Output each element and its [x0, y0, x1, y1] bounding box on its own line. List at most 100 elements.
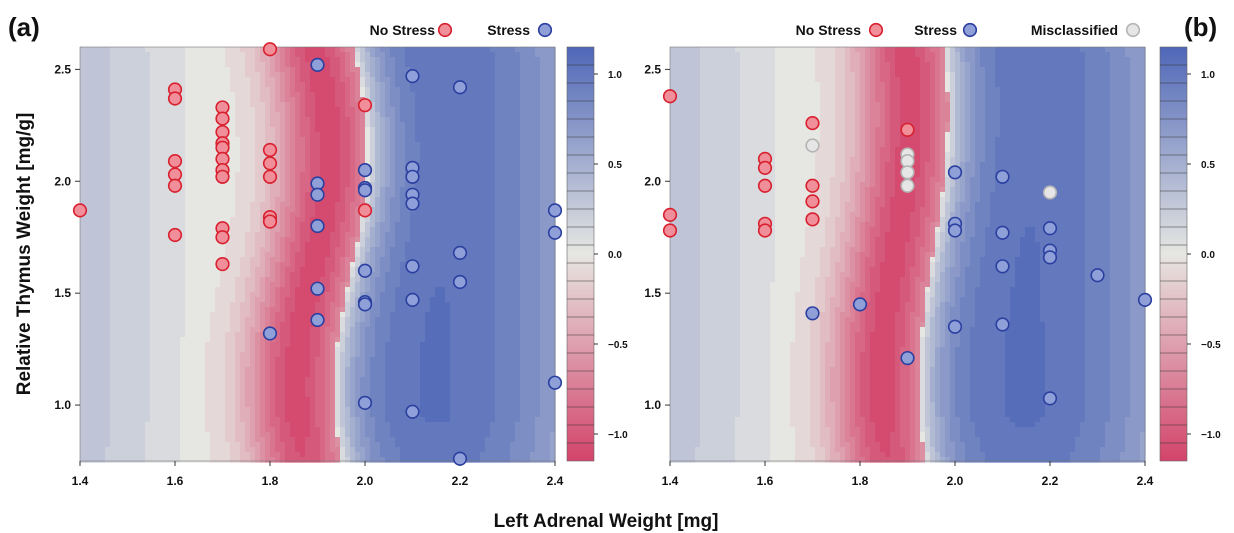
colorbar-tick-label: −1.0 [1201, 430, 1221, 441]
y-tick-label: 1.5 [644, 286, 661, 300]
data-point [1042, 250, 1058, 265]
data-point [947, 319, 963, 334]
contour-background [80, 47, 556, 463]
x-tick-label: 2.4 [547, 474, 564, 488]
y-tick-label: 1.0 [54, 398, 71, 412]
data-point [357, 162, 373, 178]
data-point [357, 263, 373, 278]
data-point [995, 259, 1010, 274]
x-tick-label: 1.4 [72, 474, 89, 488]
data-point [357, 183, 373, 198]
data-point [1042, 221, 1058, 236]
data-point [262, 142, 278, 158]
series-misclassified [805, 138, 1058, 200]
data-point [757, 160, 773, 175]
data-point [1090, 268, 1105, 283]
y-tick-label: 2.5 [644, 62, 661, 76]
x-tick-label: 1.6 [757, 474, 774, 488]
x-tick-label: 1.6 [167, 474, 184, 488]
data-point [405, 259, 420, 274]
data-point [167, 227, 183, 243]
x-tick-label: 1.8 [852, 474, 869, 488]
data-point [547, 375, 563, 390]
x-tick-label: 2.4 [1137, 474, 1154, 488]
data-point [262, 169, 278, 184]
legend-marker [537, 22, 553, 38]
y-tick-label: 2.5 [54, 62, 71, 76]
panel-a: 1.4 1.6 1.8 2.0 2.2 2.4 1.0 1.5 2.0 2.5 1.0 0.5 0.0 −… [8, 12, 628, 488]
legend-marker [437, 22, 453, 38]
data-point [310, 187, 325, 202]
x-tick-label: 1.4 [662, 474, 679, 488]
series-no-stress [662, 89, 915, 238]
series-no-stress [72, 42, 373, 272]
data-point [995, 225, 1010, 240]
data-point [662, 223, 678, 238]
data-point [215, 111, 230, 126]
data-point [900, 178, 915, 193]
data-point [357, 203, 373, 218]
colorbar-tick-label: −0.5 [608, 340, 628, 351]
data-point [262, 156, 278, 171]
data-point [662, 207, 678, 222]
panel-b: 1.4 1.6 1.8 2.0 2.2 2.4 1.0 1.5 2.0 2.5 1.0 0.5 0.0 −… [644, 12, 1221, 488]
data-point [72, 203, 88, 218]
data-point [805, 306, 820, 321]
colorbar-tick-label: 1.0 [1201, 70, 1215, 81]
data-point [995, 317, 1010, 332]
y-tick-label: 1.0 [644, 398, 661, 412]
data-point [452, 274, 468, 290]
panel-label: (a) [8, 12, 40, 42]
data-point [215, 169, 230, 184]
legend-label: Misclassified [1031, 22, 1118, 38]
colorbar-tick-label: 1.0 [608, 70, 622, 81]
data-point [310, 218, 325, 234]
data-point [852, 297, 868, 312]
legend-label: No Stress [796, 22, 862, 38]
legend: No Stress Stress Misclassified [796, 22, 1141, 38]
data-point [452, 451, 468, 466]
data-point [547, 203, 563, 218]
data-point [215, 256, 230, 272]
plot-frame [79, 46, 556, 462]
data-point [262, 42, 278, 57]
colorbar: 1.0 0.5 0.0 −0.5 −1.0 [1159, 46, 1221, 462]
x-tick-label: 2.0 [947, 474, 964, 488]
data-point [547, 225, 563, 240]
data-point [1042, 391, 1058, 406]
y-tick-label: 2.0 [54, 174, 71, 188]
data-point [405, 196, 420, 211]
panel-label: (b) [1184, 12, 1217, 42]
data-point [310, 312, 325, 328]
legend: No Stress Stress [370, 22, 553, 38]
data-point [452, 80, 468, 95]
colorbar-tick-label: 0.5 [1201, 160, 1215, 171]
x-tick-label: 2.0 [357, 474, 374, 488]
data-point [1137, 292, 1153, 307]
data-point [215, 230, 230, 245]
data-point [405, 169, 420, 184]
series-stress [262, 57, 563, 466]
data-point [262, 214, 278, 229]
data-point [805, 194, 820, 209]
data-point [357, 395, 373, 410]
y-axis-title: Relative Thymus Weight [mg/g] [14, 113, 35, 396]
data-point [357, 98, 373, 113]
data-point [310, 281, 325, 296]
data-point [310, 57, 325, 73]
data-point [405, 404, 420, 419]
data-point [995, 169, 1010, 184]
data-point [900, 165, 915, 180]
contour-background [670, 47, 1146, 463]
y-tick-label: 1.5 [54, 286, 71, 300]
data-point [1042, 185, 1058, 200]
plot-frame [669, 46, 1146, 462]
data-point [805, 212, 820, 227]
data-point [405, 292, 420, 307]
data-point [167, 91, 183, 106]
legend-marker [868, 22, 884, 38]
colorbar-tick-label: 0.0 [608, 250, 622, 261]
data-point [167, 154, 183, 169]
colorbar-tick-label: −1.0 [608, 430, 628, 441]
